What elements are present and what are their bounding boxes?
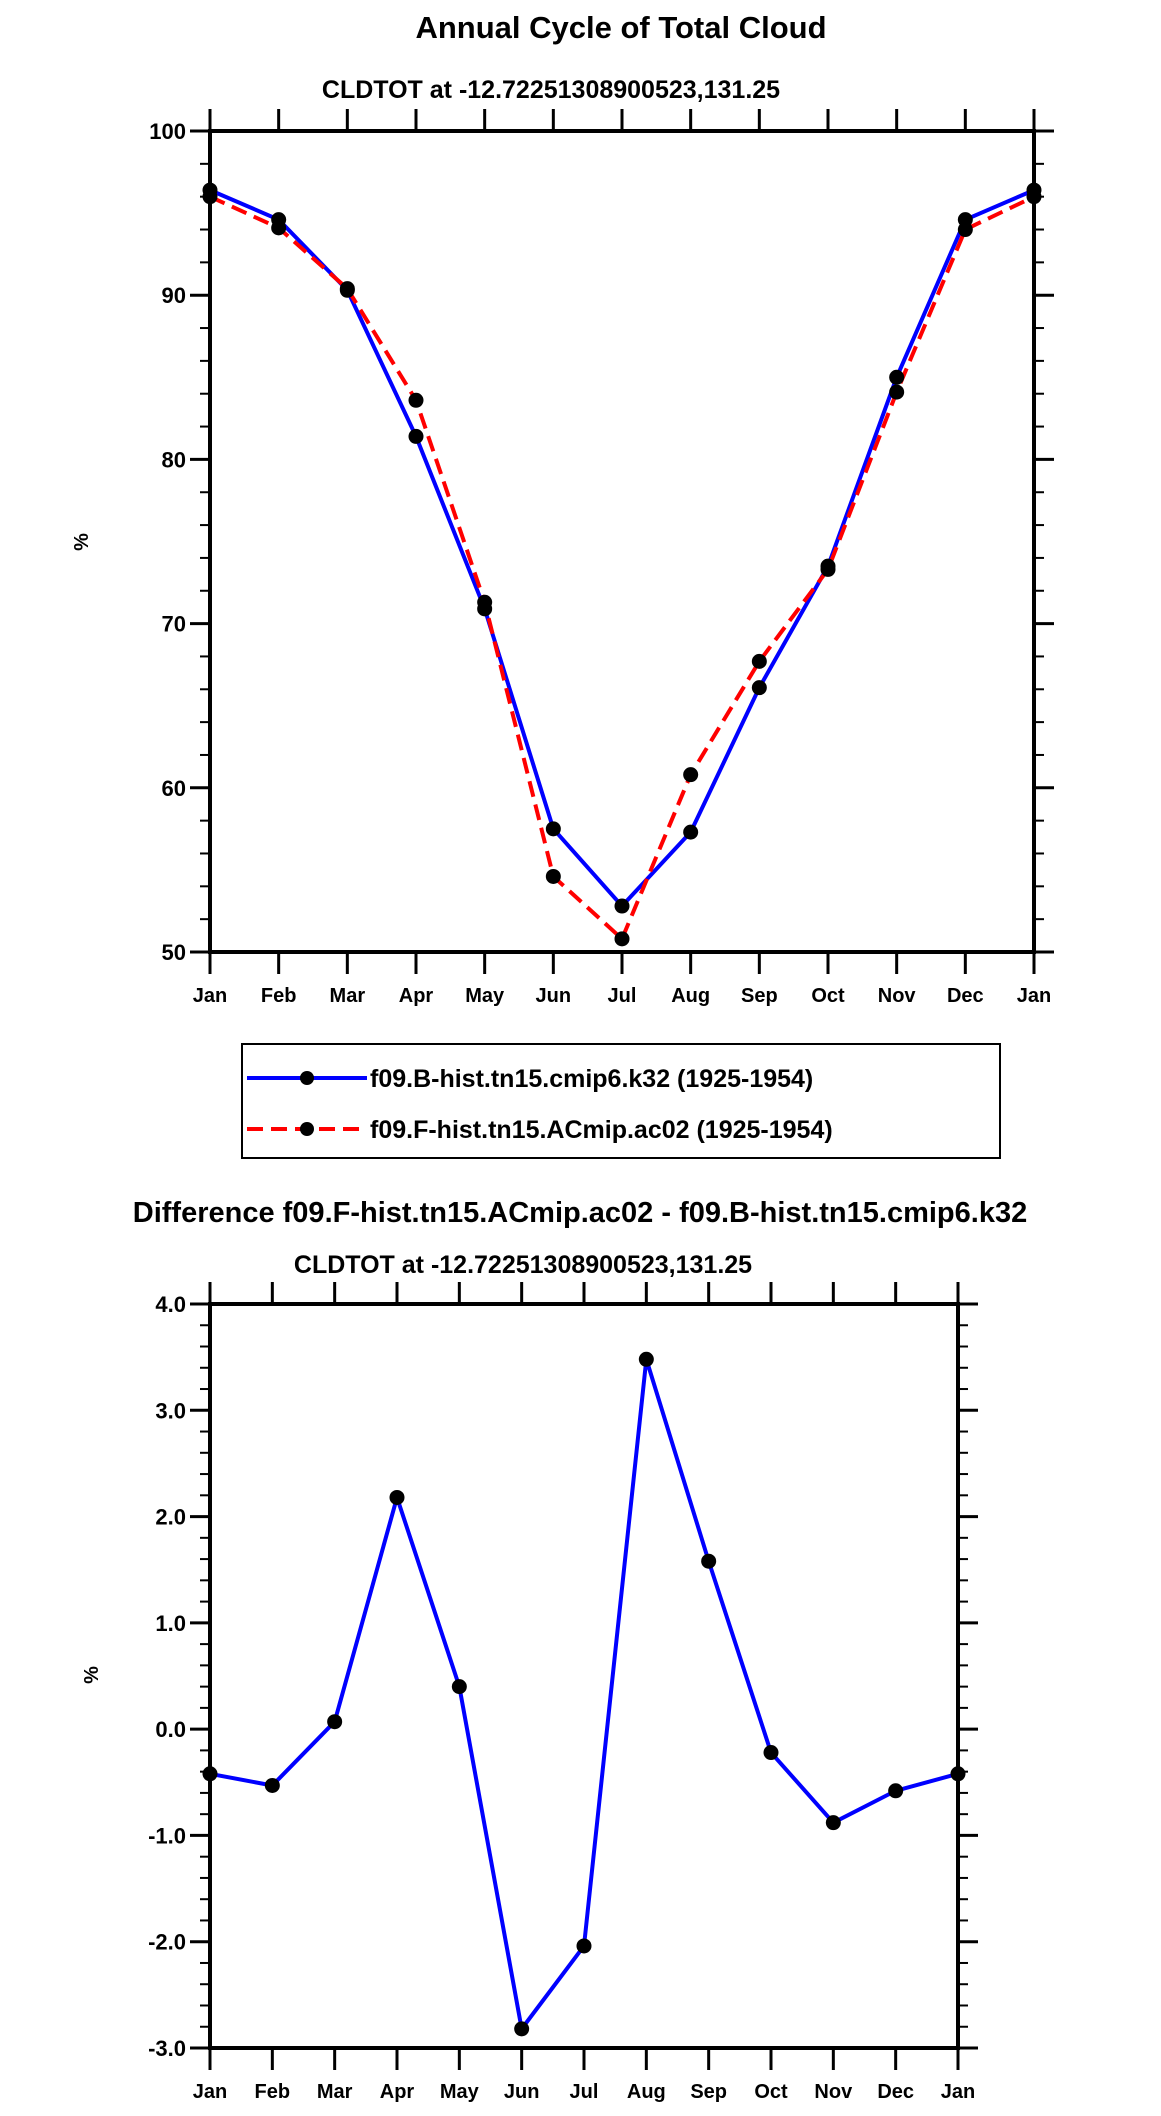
- series-line-1: [209, 194, 1035, 941]
- x-tick-label: Dec: [877, 2081, 914, 2103]
- y-tick-label: -2.0: [148, 1930, 186, 1955]
- data-point: [327, 1714, 343, 1730]
- data-point: [889, 369, 905, 385]
- series-line-0: [209, 188, 1035, 909]
- legend-label-b: f09.B-hist.tn15.cmip6.k32 (1925-1954): [370, 1065, 813, 1093]
- x-tick-label: Jun: [504, 2081, 540, 2103]
- data-point: [614, 931, 630, 947]
- data-point: [1026, 189, 1042, 205]
- y-tick-label: -1.0: [148, 1823, 186, 1848]
- data-point: [264, 1777, 280, 1793]
- x-tick-label: Nov: [878, 985, 917, 1007]
- data-point: [751, 680, 767, 696]
- x-tick-label: Aug: [627, 2081, 666, 2103]
- y-tick-label: 100: [149, 119, 186, 144]
- x-tick-label: Oct: [754, 2081, 788, 2103]
- x-tick-label: Aug: [671, 985, 710, 1007]
- x-tick-label: Jul: [608, 985, 637, 1007]
- plot-frame: [208, 1302, 960, 2050]
- data-point: [545, 821, 561, 837]
- data-point: [751, 653, 767, 669]
- y-tick-label: 90: [162, 283, 186, 308]
- data-point: [408, 428, 424, 444]
- x-tick-label: Dec: [947, 985, 984, 1007]
- y-tick-label: 60: [162, 776, 186, 801]
- data-point: [763, 1745, 779, 1761]
- data-point: [202, 189, 218, 205]
- data-point: [271, 220, 287, 236]
- x-tick-label: May: [465, 985, 505, 1007]
- data-point: [820, 561, 836, 577]
- chart1-ylabel: %: [71, 533, 93, 551]
- x-tick-label: Jun: [536, 985, 572, 1007]
- y-tick-label: 50: [162, 940, 186, 965]
- x-tick-label: Feb: [255, 2081, 291, 2103]
- x-tick-label: Jan: [193, 985, 227, 1007]
- legend-marker-f: [300, 1122, 314, 1136]
- data-point: [683, 767, 699, 783]
- chart1-plot: 50 60 70 80 90 100 Jan Feb Mar Apr May Jun Jul Aug Sep…: [149, 109, 1054, 1007]
- data-point: [408, 392, 424, 408]
- chart1-title: Annual Cycle of Total Cloud: [415, 10, 826, 45]
- data-point: [576, 1938, 592, 1954]
- x-tick-label: Jul: [570, 2081, 599, 2103]
- chart2-ylabel: %: [81, 1666, 103, 1684]
- x-tick-label: Feb: [261, 985, 297, 1007]
- data-point: [339, 281, 355, 297]
- x-tick-label: Sep: [690, 2081, 727, 2103]
- legend-label-f: f09.F-hist.tn15.ACmip.ac02 (1925-1954): [370, 1116, 833, 1144]
- data-point: [950, 1766, 966, 1782]
- data-point: [514, 2021, 530, 2037]
- x-tick-label: Sep: [741, 985, 778, 1007]
- chart2-title: Difference f09.F-hist.tn15.ACmip.ac02 - …: [133, 1197, 1027, 1229]
- chart2-plot: -3.0 -2.0 -1.0 0.0 1.0 2.0 3.0 4.0 Jan Feb Mar Apr M…: [148, 1282, 978, 2103]
- legend: f09.B-hist.tn15.cmip6.k32 (1925-1954) f0…: [241, 1043, 1001, 1159]
- data-point: [889, 384, 905, 400]
- data-point: [888, 1783, 904, 1799]
- data-point: [451, 1679, 467, 1695]
- x-tick-label: Jan: [1017, 985, 1051, 1007]
- y-tick-label: 4.0: [155, 1292, 186, 1317]
- x-tick-label: Jan: [941, 2081, 975, 2103]
- data-point: [825, 1815, 841, 1831]
- data-point: [957, 222, 973, 238]
- x-tick-label: Oct: [811, 985, 845, 1007]
- x-tick-label: Apr: [399, 985, 434, 1007]
- data-point: [683, 824, 699, 840]
- y-tick-label: 2.0: [155, 1505, 186, 1530]
- x-tick-label: Jan: [193, 2081, 227, 2103]
- data-point: [545, 868, 561, 884]
- legend-box: [241, 1043, 1001, 1159]
- data-point: [389, 1489, 405, 1505]
- y-tick-label: 70: [162, 612, 186, 637]
- y-tick-label: 1.0: [155, 1611, 186, 1636]
- plot-frame: [208, 129, 1036, 954]
- data-point: [477, 594, 493, 610]
- data-point: [202, 1766, 218, 1782]
- y-tick-label: 0.0: [155, 1717, 186, 1742]
- chart1-subtitle: CLDTOT at -12.72251308900523,131.25: [322, 76, 780, 104]
- x-tick-label: Nov: [814, 2081, 853, 2103]
- data-point: [638, 1351, 654, 1367]
- y-tick-label: 80: [162, 447, 186, 472]
- legend-marker-b: [300, 1071, 314, 1085]
- x-tick-label: May: [440, 2081, 480, 2103]
- data-point: [614, 898, 630, 914]
- series-line-0: [209, 1357, 959, 2031]
- y-tick-label: -3.0: [148, 2036, 186, 2061]
- x-tick-label: Mar: [330, 985, 366, 1007]
- x-tick-label: Apr: [380, 2081, 415, 2103]
- chart2-subtitle: CLDTOT at -12.72251308900523,131.25: [294, 1251, 752, 1279]
- data-point: [701, 1553, 717, 1569]
- y-tick-label: 3.0: [155, 1398, 186, 1423]
- x-tick-label: Mar: [317, 2081, 353, 2103]
